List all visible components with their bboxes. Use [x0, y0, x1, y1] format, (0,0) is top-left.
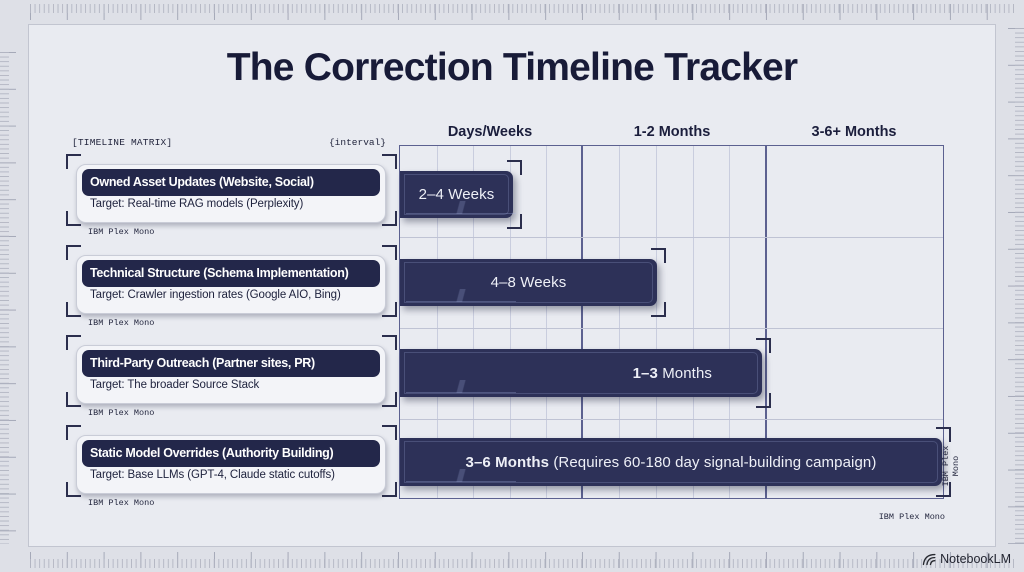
task-card-target: Target: Real-time RAG models (Perplexity… — [90, 198, 304, 210]
card-font-note: IBM Plex Mono — [88, 227, 155, 237]
column-header-3-6-months: 3-6+ Months — [811, 124, 897, 140]
gantt-bar-third-party-outreach: 1–3 Months — [400, 349, 762, 397]
row-divider — [400, 237, 943, 238]
gridline — [473, 146, 474, 498]
task-card-owned-assets: Owned Asset Updates (Website, Social) Ta… — [76, 164, 386, 223]
row-divider — [400, 419, 943, 420]
task-card-third-party-outreach: Third-Party Outreach (Partner sites, PR)… — [76, 345, 386, 404]
bar4-side-font-note: IBM Plex Mono — [941, 445, 961, 487]
ruler-right — [1008, 28, 1024, 544]
column-divider — [581, 146, 583, 498]
timeline-matrix-label: [TIMELINE MATRIX] — [72, 137, 173, 148]
gridline — [546, 146, 547, 498]
task-card-target: Target: Base LLMs (GPT-4, Claude static … — [90, 469, 335, 481]
card-font-note: IBM Plex Mono — [88, 318, 155, 328]
column-header-1-2-months: 1-2 Months — [633, 124, 711, 140]
task-card-static-model-overrides: Static Model Overrides (Authority Buildi… — [76, 435, 386, 494]
gridline — [437, 146, 438, 498]
task-card-heading: Owned Asset Updates (Website, Social) — [82, 169, 380, 196]
gridline — [729, 146, 730, 498]
row-divider — [400, 328, 943, 329]
gridline — [656, 146, 657, 498]
card-frame — [66, 154, 397, 226]
ruler-bottom — [30, 552, 1014, 568]
ruler-top — [30, 4, 1014, 20]
bar-end-bracket — [933, 427, 951, 497]
page-title: The Correction Timeline Tracker — [226, 46, 798, 89]
bar-end-bracket — [504, 160, 522, 229]
gridline — [693, 146, 694, 498]
gantt-bar-technical-structure: 4–8 Weeks — [400, 259, 657, 306]
task-card-heading: Technical Structure (Schema Implementati… — [82, 260, 380, 287]
card-font-note: IBM Plex Mono — [88, 498, 155, 508]
gantt-bar-owned-assets: 2–4 Weeks — [400, 171, 516, 218]
notebooklm-wordmark: NotebookLM — [940, 552, 1011, 566]
gridline — [619, 146, 620, 498]
card-frame — [66, 245, 397, 317]
bar-end-bracket — [753, 338, 771, 408]
column-header-days-weeks: Days/Weeks — [447, 124, 533, 140]
ruler-left — [0, 52, 16, 544]
task-card-target: Target: Crawler ingestion rates (Google … — [90, 289, 341, 301]
task-card-heading: Third-Party Outreach (Partner sites, PR) — [82, 350, 380, 377]
timeline-chart: 2–4 Weeks 4–8 Weeks 1–3 Months 3–6 Month… — [399, 145, 951, 499]
interval-label: {interval} — [328, 137, 386, 148]
notebooklm-icon — [922, 553, 936, 565]
card-frame — [66, 425, 397, 497]
bar-end-bracket — [648, 248, 666, 317]
card-font-note: IBM Plex Mono — [88, 408, 155, 418]
column-divider — [765, 146, 767, 498]
card-frame — [66, 335, 397, 407]
notebooklm-logo: NotebookLM — [922, 552, 1011, 566]
gridline — [510, 146, 511, 498]
task-card-heading: Static Model Overrides (Authority Buildi… — [82, 440, 380, 467]
task-card-target: Target: The broader Source Stack — [90, 379, 260, 391]
gantt-bar-static-model-overrides: 3–6 Months (Requires 60-180 day signal-b… — [400, 438, 942, 486]
task-card-technical-structure: Technical Structure (Schema Implementati… — [76, 255, 386, 314]
chart-font-note: IBM Plex Mono — [878, 512, 945, 522]
